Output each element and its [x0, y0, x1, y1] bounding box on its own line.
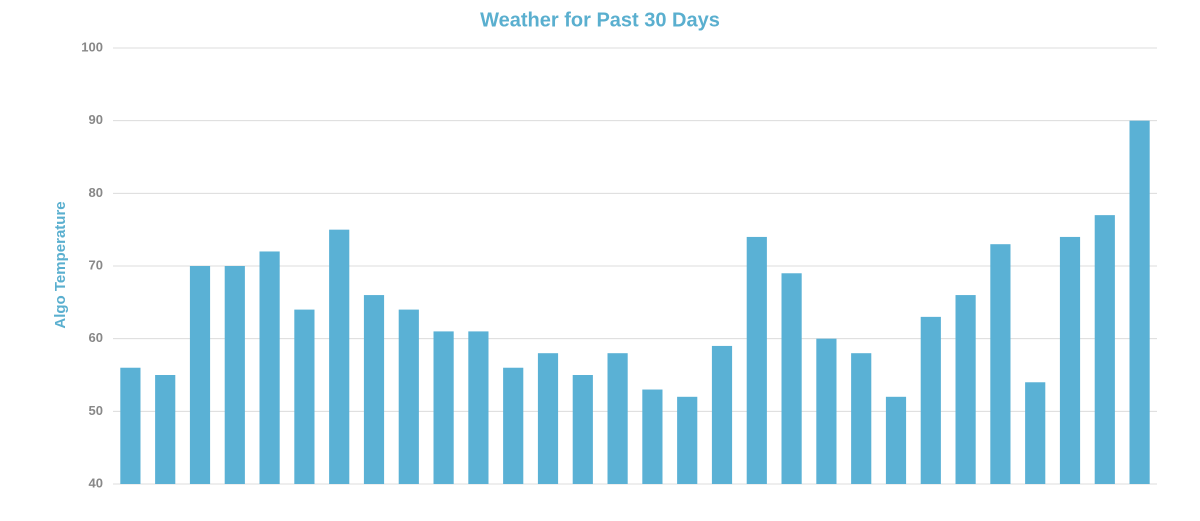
y-tick-label: 70: [89, 257, 103, 272]
bar: [1059, 236, 1081, 484]
y-tick-label: 40: [89, 475, 103, 490]
bar: [224, 266, 245, 484]
bar: [781, 273, 802, 484]
bar: [746, 236, 767, 484]
bar: [885, 396, 907, 484]
bar: [955, 295, 976, 484]
bar: [259, 251, 280, 484]
bar: [1129, 120, 1150, 485]
bar: [1025, 382, 1046, 484]
bar: [155, 375, 176, 484]
y-tick-label: 60: [89, 330, 103, 345]
bar: [363, 295, 385, 484]
bar: [329, 229, 350, 484]
bar: [920, 316, 941, 484]
y-tick-label: 100: [81, 39, 103, 54]
bar: [607, 353, 628, 484]
chart-title: Weather for Past 30 Days: [480, 9, 720, 31]
bar: [537, 353, 559, 484]
bar: [189, 266, 211, 484]
bar: [677, 396, 698, 484]
bar: [433, 331, 454, 484]
bar: [503, 367, 524, 484]
bar: [642, 389, 663, 484]
bar: [1094, 215, 1115, 484]
y-tick-label: 90: [89, 112, 103, 127]
bar: [120, 367, 141, 484]
bar: [851, 353, 872, 484]
y-tick-label: 50: [89, 403, 103, 418]
bar: [398, 309, 419, 484]
bar: [468, 331, 489, 484]
bar: [711, 345, 733, 484]
y-axis-label: Algo Temperature: [52, 201, 69, 328]
bar: [990, 244, 1011, 484]
bar: [816, 338, 837, 484]
bar: [294, 309, 315, 484]
bar: [572, 375, 593, 484]
y-tick-label: 80: [89, 185, 103, 200]
